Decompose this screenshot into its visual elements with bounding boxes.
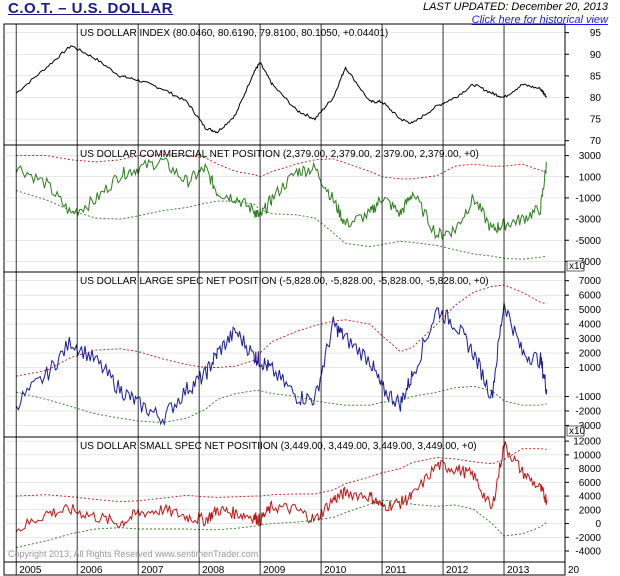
x-tick-label: 2011: [385, 565, 407, 576]
panel-title: US DOLLAR SMALL SPEC NET POSITIION (3,44…: [80, 441, 477, 452]
y-tick-label: 4000: [579, 320, 602, 331]
y-tick-label: 80: [590, 93, 602, 104]
copyright-text: Copyright 2013, All Rights Reserved www.…: [8, 549, 258, 559]
multiplier-box: [566, 425, 585, 437]
y-tick-label: -7000: [575, 257, 601, 268]
series-line: [15, 157, 547, 241]
y-tick-label: 0: [595, 519, 601, 530]
page-title: C.O.T. – U.S. DOLLAR: [8, 0, 174, 17]
y-tick-label: 3000: [579, 334, 602, 345]
y-tick-label: -5000: [575, 236, 601, 247]
y-tick-label: 2000: [579, 349, 602, 360]
y-tick-label: 1000: [579, 363, 602, 374]
y-tick-label: 1000: [579, 172, 602, 183]
y-tick-label: 8000: [579, 464, 602, 475]
y-tick-label: -3000: [575, 421, 601, 432]
upper-band-line: [16, 448, 547, 503]
y-tick-label: 10000: [573, 450, 601, 461]
y-tick-label: 70: [590, 136, 602, 147]
upper-band-line: [16, 284, 547, 377]
x-tick-label: 2013: [507, 565, 530, 576]
y-tick-label: 75: [590, 115, 602, 126]
y-tick-label: -2000: [575, 533, 601, 544]
y-tick-label: 5000: [579, 305, 602, 316]
panel-frame: [3, 23, 566, 146]
y-tick-label: 85: [590, 71, 602, 82]
y-tick-label: 4000: [579, 492, 602, 503]
multiplier-label: x10: [569, 261, 586, 272]
y-tick-label: 90: [590, 50, 602, 61]
panel-frame: [3, 436, 566, 563]
y-tick-label: 2000: [579, 505, 602, 516]
multiplier-box: [566, 260, 585, 272]
series-line: [15, 302, 548, 427]
x-tick-label: 2005: [19, 565, 42, 576]
panel-title: US DOLLAR COMMERCIAL NET POSITION (2,379…: [80, 149, 479, 160]
y-tick-label: -2000: [575, 406, 601, 417]
x-tick-label: 2012: [446, 565, 469, 576]
x-tick-label: 2006: [80, 565, 103, 576]
x-tick-label: 2008: [202, 565, 225, 576]
panel-title: US DOLLAR LARGE SPEC NET POSITION (-5,82…: [80, 276, 489, 287]
lower-band-line: [16, 385, 547, 423]
upper-band-line: [16, 154, 547, 180]
y-tick-label: 7000: [579, 276, 602, 287]
x-tick-label: 2010: [324, 565, 347, 576]
y-tick-label: -1000: [575, 392, 601, 403]
series-line: [15, 441, 548, 533]
last-updated-text: LAST UPDATED: December 20, 2013: [422, 1, 608, 13]
y-tick-label: 6000: [579, 291, 602, 302]
panel-title: US DOLLAR INDEX (80.0460, 80.6190, 79.81…: [80, 28, 388, 39]
historical-view-link[interactable]: Click here for historical view: [471, 14, 608, 26]
y-tick-label: -1000: [575, 193, 601, 204]
y-tick-label: 12000: [573, 437, 601, 448]
y-tick-label: -3000: [575, 215, 601, 226]
y-tick-label: 6000: [579, 478, 602, 489]
multiplier-label: x10: [569, 426, 586, 437]
y-tick-label: 95: [590, 28, 602, 39]
y-tick-label: -4000: [575, 547, 601, 558]
series-line: [15, 45, 547, 134]
x-tick-label: 2009: [263, 565, 286, 576]
y-tick-label: 3000: [579, 151, 602, 162]
x-tick-label: 2007: [141, 565, 164, 576]
x-tick-label: 20: [568, 565, 580, 576]
lower-band-line: [16, 499, 547, 549]
lower-band-line: [16, 190, 547, 260]
